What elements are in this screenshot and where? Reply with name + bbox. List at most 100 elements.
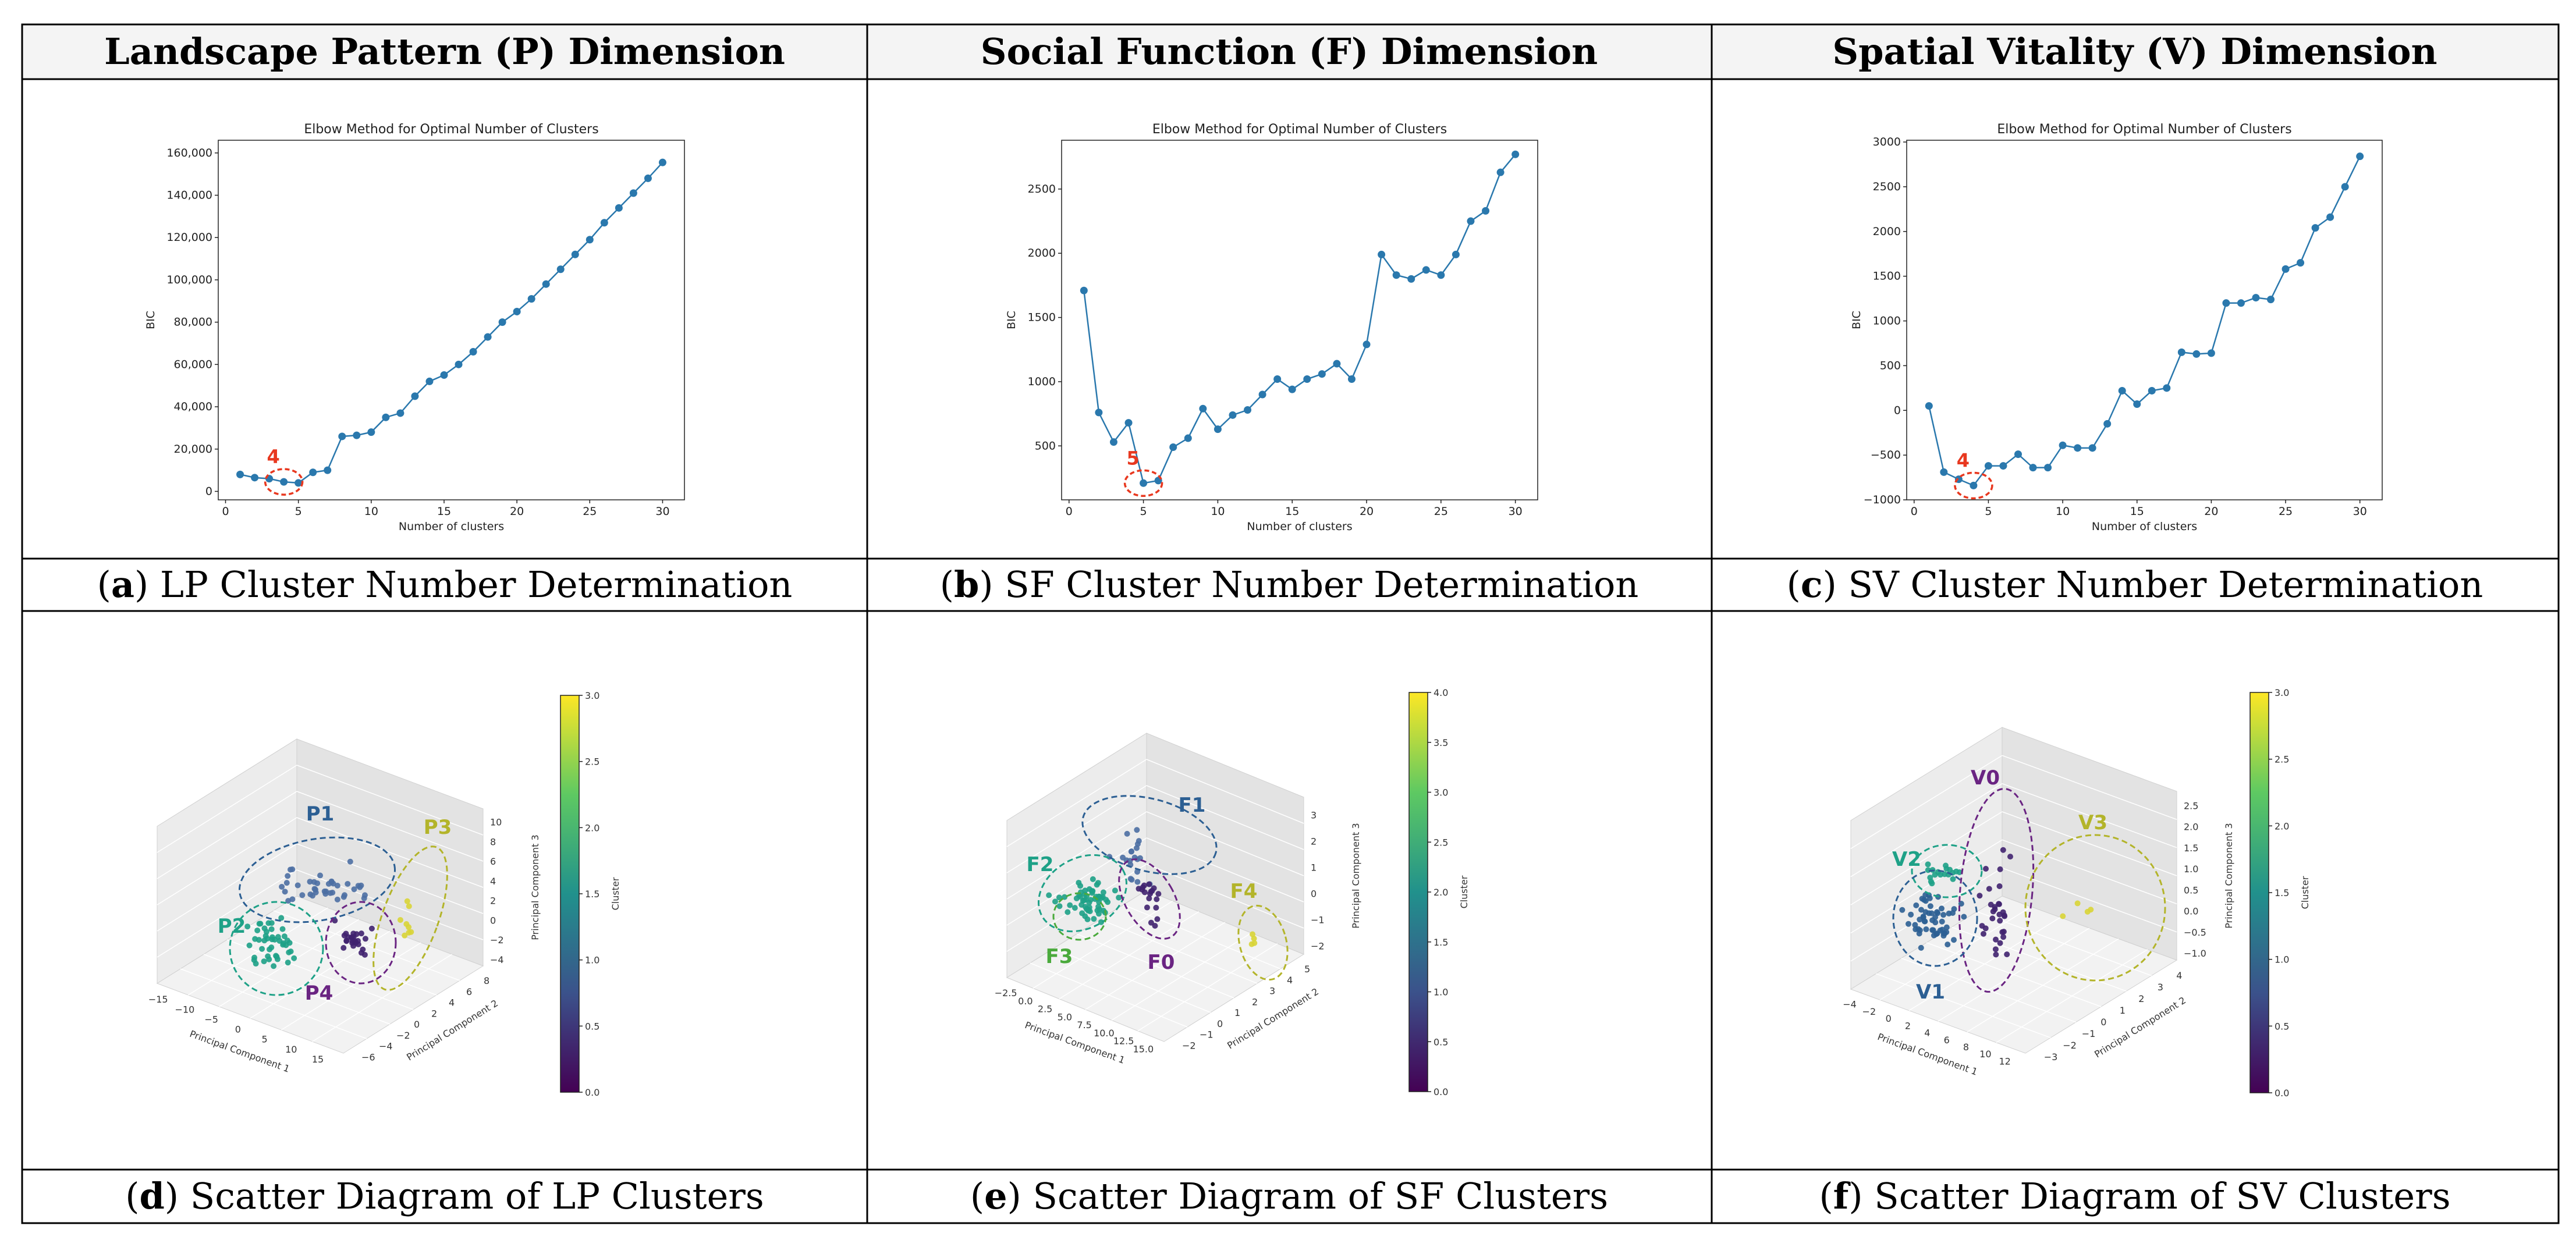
y-tick-label: 140,000 <box>166 189 212 202</box>
colorbar-tick-label: 3.0 <box>585 690 599 701</box>
caption-a: (a) LP Cluster Number Determination <box>97 563 793 606</box>
scatter-point <box>1958 900 1964 907</box>
cluster-ellipse <box>1911 844 1983 898</box>
colorbar-label: Cluster <box>2300 876 2311 909</box>
data-point <box>382 413 390 421</box>
scatter-point <box>1918 944 1924 951</box>
x-tick-label: 10 <box>1979 1049 1991 1060</box>
scatter-point <box>1096 893 1102 900</box>
data-point <box>2163 384 2171 392</box>
cluster-label: F1 <box>1179 794 1206 817</box>
scatter-point <box>268 944 275 951</box>
colorbar-tick-label: 1.5 <box>1434 937 1448 948</box>
scatter-point <box>268 926 275 932</box>
scatter-point <box>1929 910 1935 916</box>
x-tick-label: 10.0 <box>1094 1028 1115 1039</box>
scatter-point <box>299 892 306 898</box>
plot-area <box>1906 140 2383 500</box>
scatter-point <box>271 963 277 969</box>
scatter-point <box>1992 946 1999 953</box>
data-point <box>1347 375 1356 383</box>
scatter-point <box>2004 951 2010 958</box>
cluster-label: F0 <box>1148 951 1175 974</box>
scatter-point <box>285 873 291 879</box>
z-tick-label: −2 <box>490 935 504 946</box>
scatter-point <box>1065 909 1071 915</box>
scatter-point <box>1997 940 2003 946</box>
data-point <box>1467 217 1475 225</box>
z-axis-label: Principal Component 3 <box>1350 823 1361 928</box>
data-point <box>1970 481 1978 489</box>
scatter-point <box>345 880 351 887</box>
y-tick-label: 2000 <box>1873 225 1901 238</box>
scatter-point <box>1154 896 1160 903</box>
scatter-point <box>254 927 261 933</box>
scatter-point <box>291 955 297 961</box>
z-tick-label: 1.0 <box>2184 864 2198 875</box>
x-tick-label: −2 <box>1862 1006 1876 1017</box>
data-point <box>1303 375 1311 383</box>
y-tick-label: −2 <box>396 1030 410 1041</box>
scatter-point <box>1151 885 1157 891</box>
scatter-point <box>362 936 368 942</box>
scatter-point <box>360 946 366 953</box>
scatter-point <box>1922 909 1929 915</box>
data-point <box>1925 402 1933 410</box>
scatter-point <box>1155 891 1162 897</box>
scatter-point <box>1087 908 1093 915</box>
scatter-point <box>284 937 290 944</box>
scatter-point <box>361 895 367 901</box>
z-tick-label: −1 <box>1311 915 1325 926</box>
scatter-point <box>1148 919 1154 926</box>
data-point <box>2356 152 2364 161</box>
scatter-point <box>1921 918 1928 925</box>
y-tick-label: −2 <box>1182 1040 1196 1051</box>
data-point <box>1496 168 1505 176</box>
x-tick-label: 8 <box>1963 1042 1969 1053</box>
data-point <box>2014 450 2022 459</box>
scatter-point <box>1071 905 1078 911</box>
z-tick-label: 10 <box>490 817 502 828</box>
y-tick-label: 3 <box>2158 982 2163 993</box>
grid-line <box>1006 759 1147 847</box>
scatter-point <box>397 916 403 923</box>
y-tick-label: 40,000 <box>174 400 212 413</box>
data-point <box>2118 386 2126 395</box>
data-point <box>1124 419 1133 427</box>
y-tick-label: 1500 <box>1028 311 1056 324</box>
scatter-point <box>334 896 340 903</box>
x-tick-label: 0 <box>222 505 229 518</box>
scatter-point <box>1922 898 1929 904</box>
data-point <box>425 377 434 385</box>
colorbar <box>2249 692 2269 1093</box>
data-point <box>324 466 332 474</box>
data-point <box>1422 266 1430 274</box>
scatter-point <box>251 954 258 961</box>
scatter-point <box>1986 886 1992 892</box>
data-point <box>571 250 579 258</box>
optimal-k-label: 4 <box>267 446 280 468</box>
scatter-point <box>1961 914 1967 920</box>
optimal-k-circle <box>1123 469 1163 498</box>
y-tick-label: −1000 <box>1864 493 1901 506</box>
header-spatial-vitality: Spatial Vitality (V) Dimension <box>1832 30 2437 73</box>
y-tick-label: 2000 <box>1028 247 1056 260</box>
colorbar-tick-label: 1.5 <box>585 889 599 900</box>
data-point <box>615 204 623 212</box>
grid-line <box>2002 839 2177 905</box>
z-tick-label: 0 <box>490 915 496 926</box>
scatter-point <box>269 934 275 940</box>
scatter-point <box>1945 941 1951 948</box>
scatter-point <box>263 929 269 935</box>
data-point <box>455 360 463 368</box>
x-tick-label: 12 <box>1999 1056 2010 1067</box>
x-tick-label: 0 <box>235 1024 241 1035</box>
cluster-ellipse <box>238 836 396 923</box>
scatter-point <box>1052 898 1058 905</box>
optimal-k-label: 4 <box>1957 449 1970 471</box>
scatter-point <box>347 858 353 865</box>
x-tick-label: 20 <box>510 505 524 518</box>
z-tick-label: 2.0 <box>2184 822 2198 833</box>
caption-d: (d) Scatter Diagram of LP Clusters <box>125 1175 764 1217</box>
grid-line <box>157 791 297 879</box>
